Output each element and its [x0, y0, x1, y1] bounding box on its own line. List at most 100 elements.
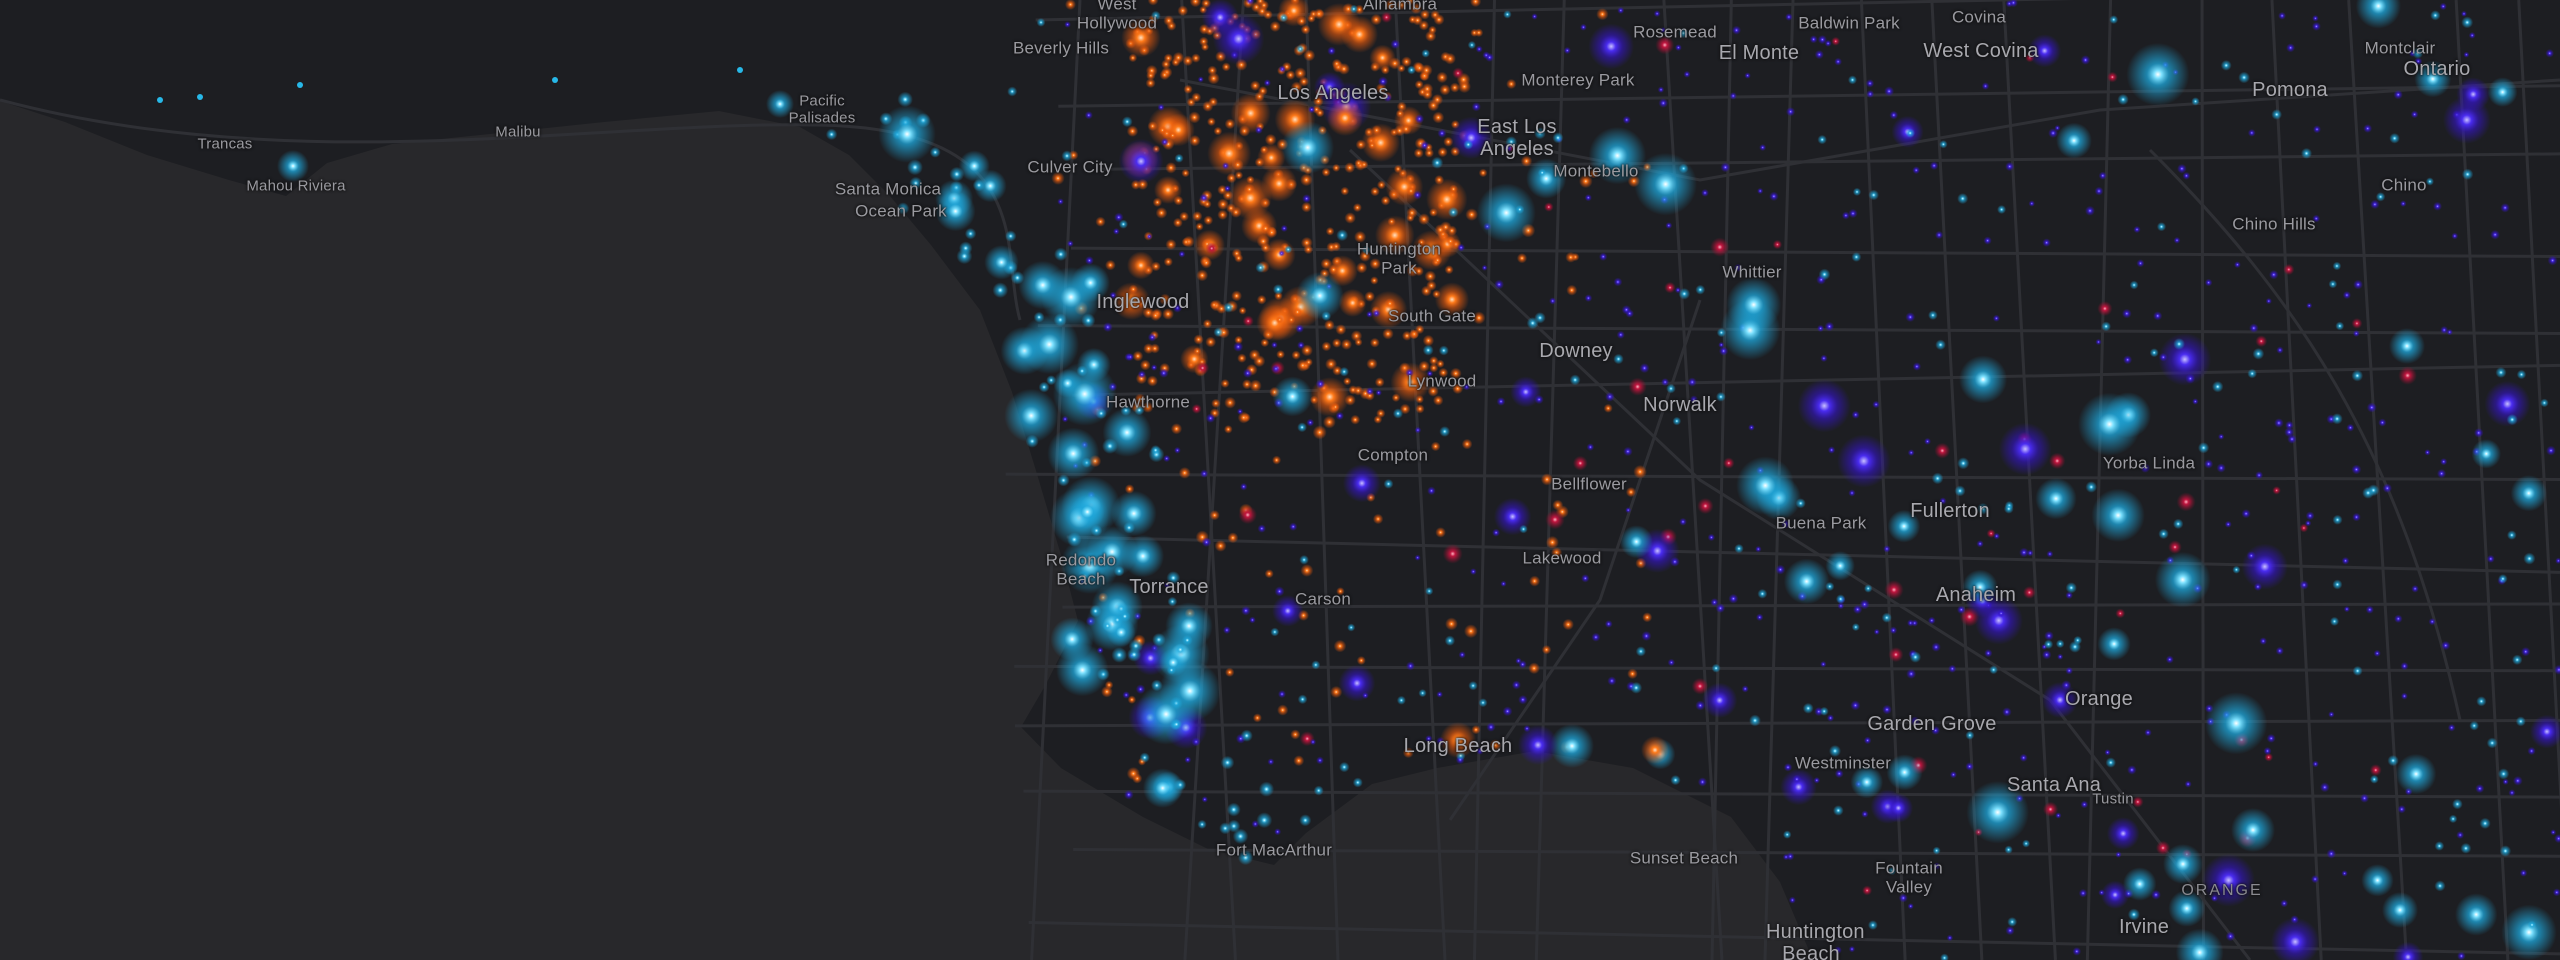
incident-point-blue	[1378, 76, 1388, 87]
incident-point-orange	[1642, 612, 1653, 623]
incident-point-orange	[1112, 282, 1151, 320]
incident-point-blue	[1965, 762, 1974, 771]
incident-point-orange	[1277, 704, 1289, 716]
incident-point-cyan	[1817, 134, 1827, 145]
incident-point-cyan	[1174, 153, 1184, 163]
incident-point-orange	[1285, 70, 1296, 80]
incident-point-cyan	[1476, 183, 1536, 243]
incident-point-cyan	[1349, 4, 1359, 14]
incident-point-blue	[2547, 255, 2558, 266]
incident-point-blue	[2351, 464, 2362, 475]
incident-point-blue	[1518, 695, 1528, 705]
incident-point-blue	[2550, 829, 2557, 836]
incident-point-orange	[1128, 284, 1139, 294]
incident-point-blue	[2057, 653, 2064, 660]
incident-point-cyan	[766, 90, 794, 118]
incident-point-cyan	[1258, 781, 1275, 797]
incident-point-blue	[1863, 736, 1872, 745]
incident-point-cyan	[1935, 339, 1946, 351]
incident-point-orange	[1172, 51, 1185, 64]
incident-point-blue	[1837, 602, 1845, 610]
incident-point-orange	[1159, 69, 1170, 81]
incident-point-cyan	[1336, 229, 1349, 242]
incident-point-blue	[1271, 341, 1278, 349]
incident-point-blue	[2095, 338, 2102, 346]
incident-point-cyan	[2389, 133, 2400, 144]
incident-point-blue	[1114, 212, 1124, 222]
incident-point-blue	[1306, 418, 1315, 427]
incident-point-cyan	[1095, 407, 1107, 420]
incident-point-blue	[1500, 580, 1507, 587]
incident-point-orange	[1290, 729, 1301, 740]
incident-point-blue	[1820, 661, 1827, 668]
incident-point-orange	[1412, 15, 1423, 26]
incident-point-orange	[1374, 377, 1385, 388]
incident-point-blue	[1889, 626, 1898, 635]
incident-point-blue	[2085, 205, 2095, 216]
incident-point-blue	[1948, 664, 1957, 673]
road	[1014, 718, 2560, 728]
incident-point-cyan	[1004, 388, 1059, 443]
incident-point-blue	[1267, 758, 1275, 766]
incident-point-cyan	[2117, 93, 2129, 106]
incident-point-cyan	[1311, 660, 1321, 670]
place-label-pomona: Pomona	[2252, 79, 2328, 101]
incident-point-orange	[1250, 80, 1261, 91]
incident-point-cyan	[2395, 753, 2437, 795]
incident-point-cyan	[2527, 920, 2537, 930]
place-label-redondo-beach: Redondo Beach	[1045, 550, 1117, 588]
incident-point-orange	[1470, 0, 1482, 8]
incident-point-blue	[1756, 613, 1764, 621]
incident-point-orange	[1424, 270, 1437, 283]
incident-point-blue	[1563, 46, 1571, 55]
incident-point-cyan	[1887, 866, 1897, 876]
incident-point-cyan	[2430, 10, 2441, 21]
incident-point-orange	[1449, 184, 1458, 194]
incident-point-blue	[2411, 585, 2419, 593]
incident-point-cyan	[2022, 839, 2031, 848]
incident-point-blue	[1848, 945, 1856, 953]
incident-point-cyan	[1932, 846, 1941, 855]
incident-point-orange	[1324, 319, 1335, 331]
incident-point-blue	[1242, 368, 1253, 379]
incident-point-blue	[1426, 370, 1434, 377]
incident-point-cyan	[1281, 121, 1335, 174]
incident-point-blue	[2002, 707, 2012, 717]
incident-point-orange	[1402, 747, 1414, 759]
incident-point-orange	[1162, 308, 1174, 320]
incident-point-cyan	[1672, 416, 1682, 426]
incident-point-blue	[1748, 424, 1755, 431]
incident-point-orange	[1205, 336, 1217, 348]
incident-point-blue	[2005, 0, 2014, 8]
incident-point-blue	[1689, 395, 1699, 404]
incident-point-cyan	[1526, 158, 1567, 199]
incident-point-cyan	[1121, 116, 1133, 128]
incident-point-blue	[1272, 595, 1304, 627]
incident-point-blue	[1414, 426, 1422, 434]
incident-point-blue	[1775, 564, 1786, 575]
incident-point-cyan	[2003, 503, 2014, 514]
incident-point-blue	[1184, 756, 1192, 764]
incident-point-blue	[1912, 166, 1921, 175]
incident-point-orange	[1249, 379, 1262, 392]
incident-point-blue	[1457, 243, 1466, 252]
incident-point-cyan	[1019, 314, 1079, 375]
incident-point-cyan	[1463, 139, 1474, 150]
incident-point-orange	[1146, 375, 1158, 387]
incident-point-orange	[1196, 269, 1209, 282]
incident-point-blue	[2133, 225, 2141, 234]
incident-point-orange	[1266, 226, 1278, 239]
incident-point-orange	[1413, 148, 1424, 159]
incident-point-orange	[1220, 379, 1230, 388]
incident-point-orange	[1372, 513, 1384, 525]
incident-point-orange	[1147, 121, 1158, 132]
incident-point-blue	[1383, 93, 1392, 102]
incident-point-cyan	[2461, 168, 2474, 180]
incident-point-blue	[2410, 110, 2419, 119]
incident-point-cyan	[1734, 543, 1744, 554]
incident-point-cyan	[1957, 193, 1969, 205]
incident-point-blue	[1826, 714, 1835, 722]
incident-point-cyan	[1299, 814, 1312, 827]
incident-point-blue	[2153, 311, 2163, 321]
